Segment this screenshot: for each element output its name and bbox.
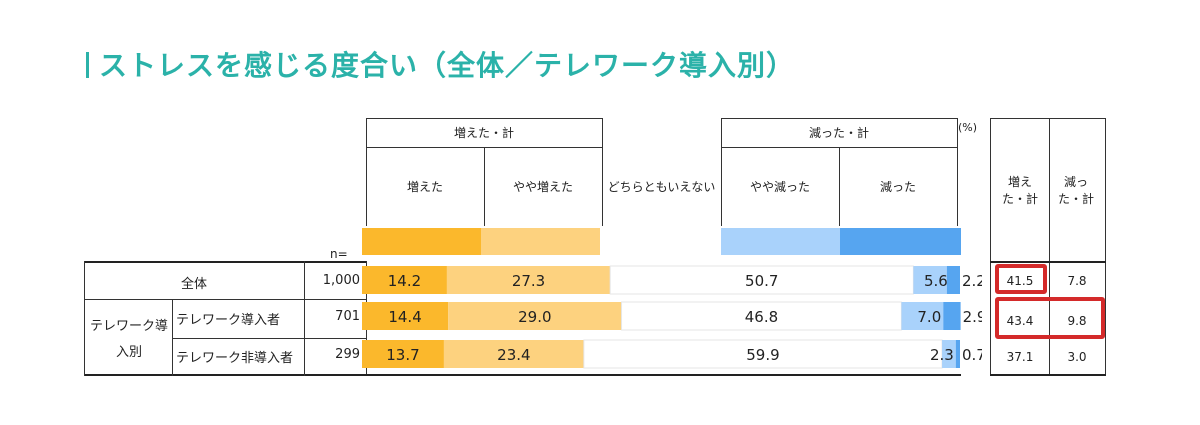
legend-swatch-1 (481, 228, 600, 255)
group-header-increase: 増えた・計 (453, 126, 514, 140)
bar-segment-1-3 (901, 302, 944, 330)
data-label-1-2: 46.8 (745, 308, 778, 326)
legend-label-3: やや減った (749, 180, 810, 194)
legend-label-4: 減った (879, 180, 916, 194)
legend-swatch-2 (600, 228, 721, 255)
bar-segment-0-3 (913, 266, 947, 294)
bar-segment-1-2 (621, 301, 902, 331)
bar-segment-2-4 (955, 340, 960, 368)
data-label-2-1: 23.4 (497, 346, 530, 364)
legend-swatch-0 (362, 228, 481, 255)
data-label-1-4: 2.9 (963, 308, 982, 326)
data-label-2-4: 0.7 (962, 346, 982, 364)
highlight-box-all-increase (995, 264, 1047, 294)
legend-swatch-4 (840, 228, 961, 255)
n-value-adopter: 701 (335, 309, 360, 324)
bar-segment-1-4 (943, 302, 961, 330)
data-label-1-0: 14.4 (388, 308, 421, 326)
bar-segment-2-3 (942, 340, 956, 368)
bar-segment-2-2 (583, 339, 943, 369)
page-title: ストレスを感じる度合い（全体／テレワーク導入別） (86, 44, 795, 84)
data-label-0-3: 5.6 (924, 272, 948, 290)
data-label-2-2: 59.9 (746, 346, 779, 364)
group-label-telework-line2: 入別 (115, 345, 142, 360)
data-label-1-3: 7.0 (917, 308, 941, 326)
data-label-0-2: 50.7 (745, 272, 778, 290)
summary-decrease-all: 7.8 (1067, 274, 1087, 288)
unit-label: (%) (958, 121, 978, 134)
row-label-all: 全体 (180, 277, 207, 292)
group-header-decrease: 減った・計 (808, 126, 869, 140)
legend-label-2: どちらともいえない (607, 180, 716, 194)
n-label: n= (330, 247, 348, 261)
bar-segment-0-2 (609, 265, 914, 295)
summary-decrease-adopter: 9.8 (1067, 314, 1087, 328)
title-text: ストレスを感じる度合い（全体／テレワーク導入別） (99, 49, 796, 82)
data-label-1-1: 29.0 (518, 308, 551, 326)
row-label-telework-nonadopter: テレワーク非導入者 (176, 351, 294, 366)
summary-increase-adopter: 43.4 (1006, 314, 1034, 328)
bar-segment-1-0 (362, 302, 449, 330)
data-label-2-3: 2.3 (930, 346, 954, 364)
summary-decrease-nonadopter: 3.0 (1067, 350, 1087, 364)
stacked-bar-chart: 14.2 27.3 50.7 5.6 2.2 14.4 29.0 46.8 7.0 2.9 13.7… (362, 265, 982, 369)
data-label-0-4: 2.2 (962, 272, 982, 290)
data-label-0-1: 27.3 (512, 272, 545, 290)
n-value-all: 1,000 (322, 273, 360, 288)
legend-swatch-3 (721, 228, 840, 255)
legend-label-0: 増えた (406, 180, 443, 194)
bar-segment-1-1 (448, 302, 622, 330)
data-label-0-0: 14.2 (388, 272, 421, 290)
legend-label-1: やや増えた (512, 180, 573, 194)
data-label-2-0: 13.7 (386, 346, 419, 364)
bar-segment-0-1 (446, 266, 611, 294)
bar-segment-2-1 (443, 340, 584, 368)
bar-segment-2-0 (362, 340, 444, 368)
bar-segment-0-4 (946, 266, 960, 294)
n-value-nonadopter: 299 (335, 347, 360, 362)
title-accent-bar (86, 52, 89, 78)
bar-segment-0-0 (362, 266, 447, 294)
row-label-telework-adopter: テレワーク導入者 (176, 313, 281, 328)
summary-header-decrease: 減った・計 (1057, 175, 1094, 206)
summary-increase-all: 41.5 (1006, 274, 1034, 288)
summary-increase-nonadopter: 37.1 (1006, 350, 1034, 364)
group-label-telework-line1: テレワーク導 (89, 319, 168, 334)
highlight-box-adopter (995, 297, 1105, 339)
summary-header-increase: 増えた・計 (1001, 175, 1038, 206)
